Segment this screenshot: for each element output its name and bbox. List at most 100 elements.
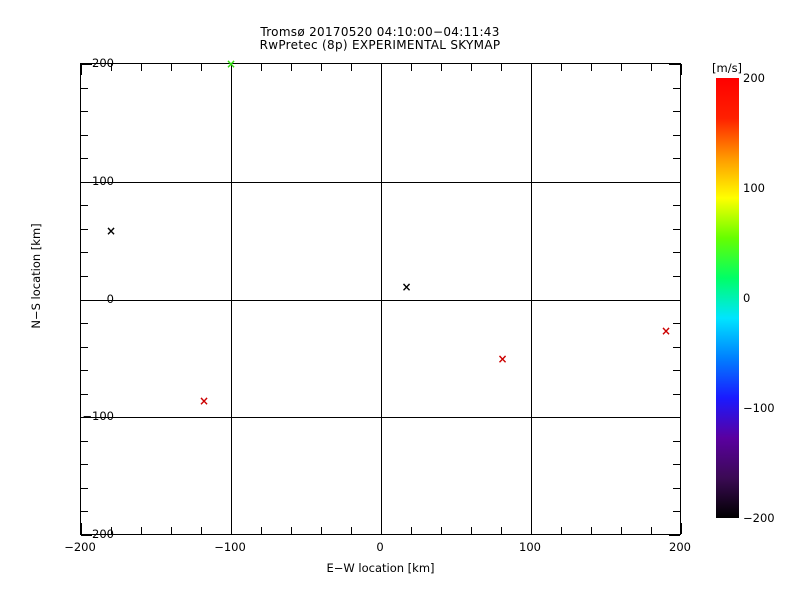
y-tick-mark <box>669 535 680 536</box>
y-tick-mark <box>81 64 92 65</box>
y-tick-mark <box>673 275 680 277</box>
y-tick-mark <box>673 252 680 254</box>
x-tick-mark <box>621 527 622 534</box>
x-tick-mark <box>471 527 472 534</box>
x-tick-mark <box>441 64 442 71</box>
y-tick-mark <box>669 299 680 301</box>
x-tick-label: 0 <box>376 540 384 554</box>
y-tick-mark <box>81 275 88 277</box>
y-tick-mark <box>81 323 88 325</box>
x-tick-mark <box>471 64 472 71</box>
x-tick-mark <box>411 527 412 534</box>
x-tick-mark <box>651 527 652 534</box>
y-tick-mark <box>673 228 680 230</box>
x-tick-mark <box>531 523 532 534</box>
x-tick-mark <box>681 523 682 534</box>
x-tick-mark <box>261 527 262 534</box>
x-tick-label: −200 <box>64 540 96 554</box>
colorbar-tick-label: −100 <box>743 401 775 415</box>
y-tick-mark <box>81 370 88 372</box>
colorbar-tick-label: 200 <box>743 71 765 85</box>
x-tick-mark <box>531 64 532 75</box>
colorbar-tick-label: 100 <box>743 181 765 195</box>
data-point-marker: × <box>225 56 237 71</box>
x-tick-mark <box>621 64 622 71</box>
x-tick-mark <box>561 527 562 534</box>
y-tick-label: −100 <box>82 409 114 424</box>
y-tick-mark <box>673 87 680 89</box>
y-tick-label: 100 <box>92 173 114 188</box>
colorbar-tick-label: 0 <box>743 291 751 305</box>
x-tick-mark <box>501 64 502 71</box>
x-tick-mark <box>651 64 652 71</box>
y-tick-mark <box>81 535 92 536</box>
y-tick-mark <box>81 346 88 348</box>
y-tick-mark <box>673 158 680 160</box>
y-tick-mark <box>81 181 92 183</box>
data-point-marker: × <box>198 394 210 409</box>
x-tick-mark <box>381 64 382 75</box>
y-tick-mark <box>81 393 88 395</box>
x-tick-mark <box>111 64 112 71</box>
data-point-marker: × <box>497 352 508 367</box>
x-tick-mark <box>291 527 292 534</box>
x-tick-mark <box>81 523 82 534</box>
y-tick-mark <box>81 134 88 136</box>
x-tick-mark <box>561 64 562 71</box>
x-tick-mark <box>141 527 142 534</box>
y-tick-mark <box>81 464 88 466</box>
data-point-marker: × <box>660 323 672 338</box>
gridline-vertical <box>381 64 382 534</box>
y-tick-mark <box>673 393 680 395</box>
y-tick-mark <box>673 323 680 325</box>
y-axis-title: N−S location [km] <box>29 223 43 329</box>
x-tick-mark <box>231 64 232 75</box>
y-tick-mark <box>81 417 92 419</box>
y-tick-mark <box>81 511 88 513</box>
y-tick-mark <box>81 299 92 301</box>
x-tick-label: 100 <box>519 540 541 554</box>
x-tick-mark <box>381 523 382 534</box>
gridline-horizontal <box>81 417 680 419</box>
x-tick-mark <box>171 527 172 534</box>
x-tick-label: 200 <box>669 540 691 554</box>
colorbar-gradient <box>716 78 739 518</box>
colorbar-tick-label: −200 <box>743 511 775 525</box>
y-tick-mark <box>673 205 680 207</box>
x-tick-mark <box>201 64 202 71</box>
x-tick-mark <box>591 527 592 534</box>
x-tick-mark <box>201 527 202 534</box>
y-tick-label: 0 <box>106 291 114 306</box>
x-tick-mark <box>291 64 292 71</box>
y-tick-mark <box>673 464 680 466</box>
x-tick-label: −100 <box>214 540 246 554</box>
title-line-2: RwPretec (8p) EXPERIMENTAL SKYMAP <box>259 38 501 52</box>
x-tick-mark <box>171 64 172 71</box>
scatter-points: × × × × × × <box>81 58 680 534</box>
y-tick-mark <box>81 158 88 160</box>
x-tick-mark <box>411 64 412 71</box>
y-tick-label: −200 <box>82 527 114 541</box>
x-tick-mark <box>81 64 82 75</box>
y-tick-mark <box>81 487 88 489</box>
gridline-vertical <box>231 64 232 534</box>
x-tick-mark <box>501 527 502 534</box>
x-tick-mark <box>441 527 442 534</box>
x-axis-title: E−W location [km] <box>326 561 435 575</box>
plot-area: × × × × × × <box>80 58 682 536</box>
y-tick-mark <box>669 181 680 183</box>
axis-ticks <box>81 64 682 536</box>
gridline-horizontal <box>81 181 680 183</box>
colorbar-unit-label: [m/s] <box>712 61 743 75</box>
x-tick-mark <box>321 527 322 534</box>
y-tick-mark <box>81 440 88 442</box>
y-tick-mark <box>669 417 680 419</box>
data-point-marker: × <box>401 280 412 295</box>
y-tick-label: 200 <box>92 56 114 70</box>
x-tick-mark <box>261 64 262 71</box>
y-tick-mark <box>673 134 680 136</box>
y-tick-mark <box>673 370 680 372</box>
x-tick-mark <box>351 527 352 534</box>
x-tick-mark <box>351 64 352 71</box>
y-tick-mark <box>673 440 680 442</box>
